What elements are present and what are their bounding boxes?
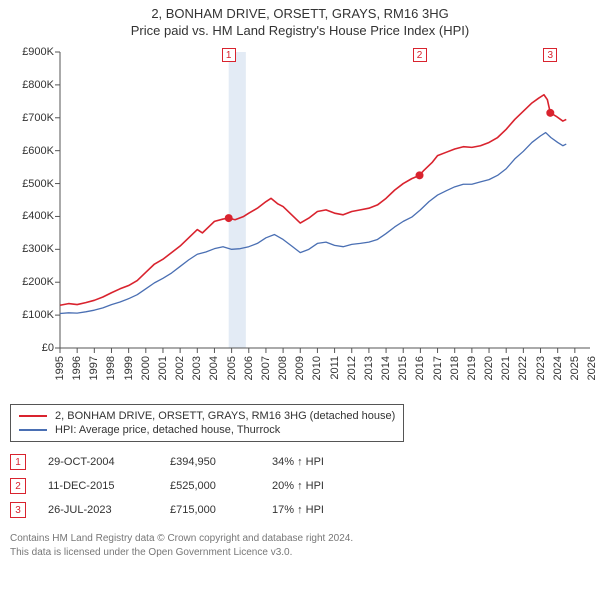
event-row: 1 29-OCT-2004 £394,950 34% ↑ HPI [10,450,590,474]
title-subtitle: Price paid vs. HM Land Registry's House … [10,23,590,38]
legend-swatch [19,415,47,417]
x-tick-label: 2004 [208,356,220,380]
x-tick-label: 2000 [140,356,152,380]
x-tick-label: 2019 [466,356,478,380]
event-marker: 3 [543,48,557,62]
event-price: £394,950 [170,456,250,468]
x-tick-label: 2011 [329,356,341,380]
legend-row: 2, BONHAM DRIVE, ORSETT, GRAYS, RM16 3HG… [19,409,395,423]
y-tick-label: £900K [10,46,54,58]
event-date: 29-OCT-2004 [48,456,148,468]
y-tick-label: £600K [10,145,54,157]
x-tick-label: 1997 [88,356,100,380]
y-tick-label: £300K [10,243,54,255]
x-tick-label: 2016 [414,356,426,380]
legend-swatch [19,429,47,431]
x-tick-label: 1996 [71,356,83,380]
x-tick-label: 2025 [569,356,581,380]
y-tick-label: £200K [10,276,54,288]
y-tick-label: £800K [10,79,54,91]
x-tick-label: 2008 [277,356,289,380]
y-tick-label: £0 [10,342,54,354]
x-tick-label: 2020 [483,356,495,380]
chart-svg [10,48,590,398]
event-price: £525,000 [170,480,250,492]
x-tick-label: 2017 [432,356,444,380]
event-row: 3 26-JUL-2023 £715,000 17% ↑ HPI [10,498,590,522]
event-row: 2 11-DEC-2015 £525,000 20% ↑ HPI [10,474,590,498]
x-tick-label: 2006 [243,356,255,380]
footer: Contains HM Land Registry data © Crown c… [10,532,590,559]
chart-container: 2, BONHAM DRIVE, ORSETT, GRAYS, RM16 3HG… [0,0,600,567]
y-tick-label: £100K [10,309,54,321]
event-marker-box: 2 [10,478,26,494]
y-tick-label: £400K [10,210,54,222]
x-tick-label: 2003 [191,356,203,380]
legend-label: HPI: Average price, detached house, Thur… [55,424,280,436]
footer-line1: Contains HM Land Registry data © Crown c… [10,532,590,546]
event-price: £715,000 [170,504,250,516]
event-hpi: 17% ↑ HPI [272,504,362,516]
event-date: 11-DEC-2015 [48,480,148,492]
x-tick-label: 1998 [105,356,117,380]
chart-area: £0 £100K £200K £300K £400K £500K £600K £700K £80… [10,48,590,398]
event-hpi: 34% ↑ HPI [272,456,362,468]
x-tick-label: 2012 [346,356,358,380]
x-tick-label: 2002 [174,356,186,380]
event-marker: 1 [222,48,236,62]
legend-row: HPI: Average price, detached house, Thur… [19,423,395,437]
x-tick-label: 2026 [586,356,598,380]
x-tick-label: 2023 [535,356,547,380]
event-marker: 2 [413,48,427,62]
event-marker-box: 3 [10,502,26,518]
events-table: 1 29-OCT-2004 £394,950 34% ↑ HPI 2 11-DEC-201… [10,450,590,522]
y-tick-label: £700K [10,112,54,124]
title-address: 2, BONHAM DRIVE, ORSETT, GRAYS, RM16 3HG [10,6,590,21]
legend: 2, BONHAM DRIVE, ORSETT, GRAYS, RM16 3HG… [10,404,404,442]
x-tick-label: 2015 [397,356,409,380]
x-tick-label: 2001 [157,356,169,380]
x-tick-label: 2009 [294,356,306,380]
event-date: 26-JUL-2023 [48,504,148,516]
x-tick-label: 2007 [260,356,272,380]
footer-line2: This data is licensed under the Open Gov… [10,546,590,560]
legend-label: 2, BONHAM DRIVE, ORSETT, GRAYS, RM16 3HG… [55,410,395,422]
x-tick-label: 2024 [552,356,564,380]
event-hpi: 20% ↑ HPI [272,480,362,492]
x-tick-label: 1995 [54,356,66,380]
x-tick-label: 1999 [123,356,135,380]
x-tick-label: 2022 [517,356,529,380]
x-tick-label: 2021 [500,356,512,380]
y-tick-label: £500K [10,178,54,190]
x-tick-label: 2010 [311,356,323,380]
x-tick-label: 2018 [449,356,461,380]
x-tick-label: 2014 [380,356,392,380]
x-tick-label: 2013 [363,356,375,380]
x-tick-label: 2005 [226,356,238,380]
event-marker-box: 1 [10,454,26,470]
